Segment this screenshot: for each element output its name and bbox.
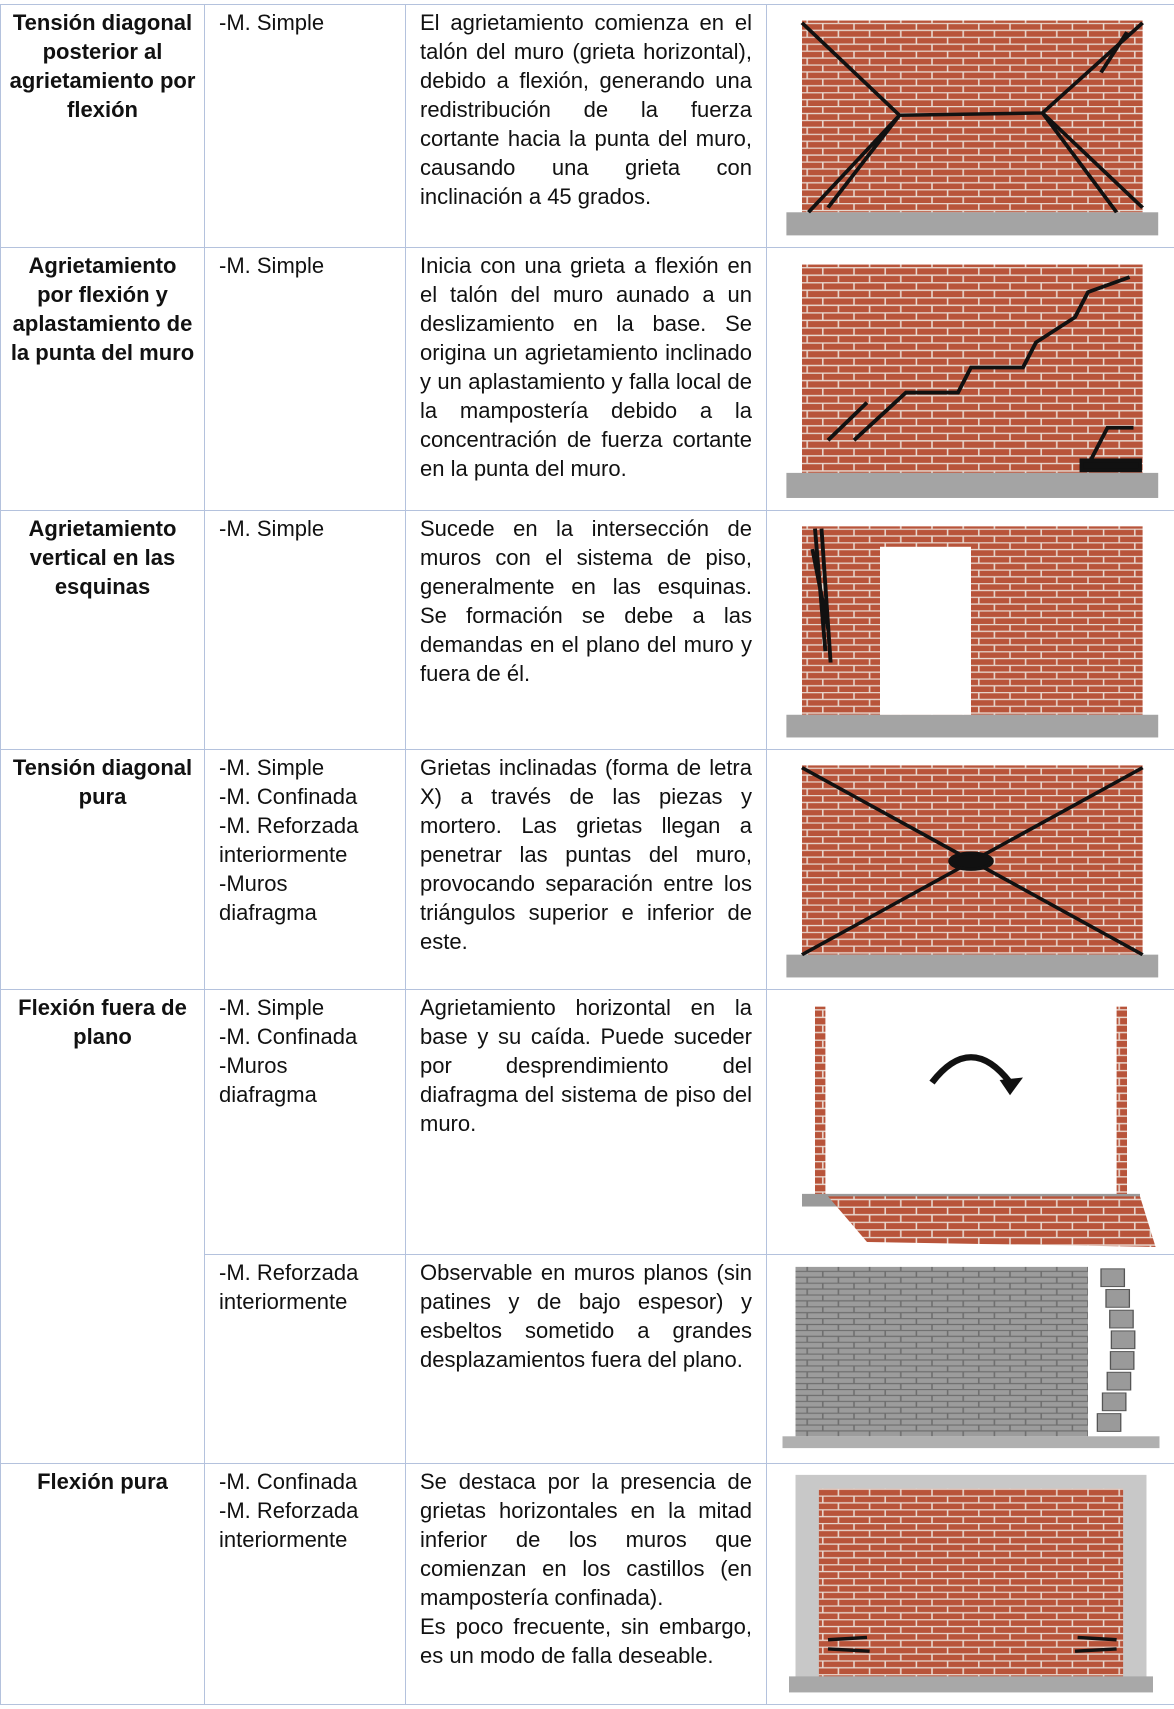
masonry-type: -M. Reforzada interiormente bbox=[219, 1258, 391, 1316]
table-row: Agrietamiento por flexión y aplastamient… bbox=[1, 248, 1174, 511]
illustration-cell bbox=[767, 1255, 1174, 1464]
failure-mode: Agrietamiento por flexión y aplastamient… bbox=[1, 248, 205, 511]
masonry-type: -M. Simple bbox=[219, 514, 391, 543]
failure-mode: Tensión diagonal posterior al agrietamie… bbox=[1, 5, 205, 248]
illustration-cell bbox=[767, 750, 1174, 990]
page: Tensión diagonal posterior al agrietamie… bbox=[0, 4, 1174, 1705]
masonry-types: -M. Simple-M. Confinada-M. Reforzada int… bbox=[205, 750, 406, 990]
masonry-type: -M. Confinada bbox=[219, 782, 391, 811]
masonry-type: -M. Reforzada interiormente bbox=[219, 1496, 391, 1554]
description-text: Grietas inclinadas (forma de letra X) a … bbox=[420, 753, 752, 956]
description: El agrietamiento comienza en el talón de… bbox=[406, 5, 767, 248]
table-row: Flexión fuera de plano-M. Simple-M. Conf… bbox=[1, 990, 1174, 1255]
description-text: Observable en muros planos (sin patines … bbox=[420, 1258, 752, 1374]
table-row: Tensión diagonal posterior al agrietamie… bbox=[1, 5, 1174, 248]
failure-mode: Tensión diagonal pura bbox=[1, 750, 205, 990]
masonry-type: -M. Reforzada interiormente bbox=[219, 811, 391, 869]
failure-table: Tensión diagonal posterior al agrietamie… bbox=[0, 4, 1174, 1705]
masonry-type: -M. Simple bbox=[219, 993, 391, 1022]
failure-mode: Agrietamiento vertical en las esquinas bbox=[1, 511, 205, 750]
wall-illustration bbox=[776, 1259, 1166, 1456]
description: Sucede en la intersección de muros con e… bbox=[406, 511, 767, 750]
illustration-cell bbox=[767, 511, 1174, 750]
illustration-cell bbox=[767, 1464, 1174, 1705]
illustration-cell bbox=[767, 5, 1174, 248]
masonry-type: -M. Simple bbox=[219, 753, 391, 782]
description: Agrietamiento horizontal en la base y su… bbox=[406, 990, 767, 1255]
description: Grietas inclinadas (forma de letra X) a … bbox=[406, 750, 767, 990]
wall-illustration bbox=[776, 754, 1166, 982]
masonry-type: -M. Confinada bbox=[219, 1467, 391, 1496]
masonry-types: -M. Simple-M. Confinada-Muros diafragma bbox=[205, 990, 406, 1255]
table-row: Agrietamiento vertical en las esquinas -M… bbox=[1, 511, 1174, 750]
wall-illustration bbox=[776, 515, 1166, 742]
wall-illustration bbox=[776, 9, 1166, 240]
description-text: Inicia con una grieta a flexión en el ta… bbox=[420, 251, 752, 483]
masonry-types: -M. Confinada-M. Reforzada interiormente bbox=[205, 1464, 406, 1705]
masonry-type: -M. Confinada bbox=[219, 1022, 391, 1051]
masonry-types: -M. Simple bbox=[205, 5, 406, 248]
description-text: Es poco frecuente, sin embargo, es un mo… bbox=[420, 1612, 752, 1670]
failure-mode: Flexión fuera de plano bbox=[1, 990, 205, 1464]
description: Inicia con una grieta a flexión en el ta… bbox=[406, 248, 767, 511]
description-text: Sucede en la intersección de muros con e… bbox=[420, 514, 752, 688]
masonry-types: -M. Simple bbox=[205, 511, 406, 750]
failure-mode: Flexión pura bbox=[1, 1464, 205, 1705]
description-text: Se destaca por la presencia de grietas h… bbox=[420, 1467, 752, 1612]
masonry-type: -M. Simple bbox=[219, 8, 391, 37]
wall-illustration bbox=[776, 994, 1166, 1247]
table-row: Flexión pura-M. Confinada-M. Reforzada i… bbox=[1, 1464, 1174, 1705]
illustration-cell bbox=[767, 248, 1174, 511]
description-text: Agrietamiento horizontal en la base y su… bbox=[420, 993, 752, 1138]
wall-illustration bbox=[776, 252, 1166, 503]
masonry-type: -M. Simple bbox=[219, 251, 391, 280]
masonry-type: -Muros diafragma bbox=[219, 1051, 391, 1109]
wall-illustration bbox=[776, 1468, 1166, 1697]
description: Observable en muros planos (sin patines … bbox=[406, 1255, 767, 1464]
illustration-cell bbox=[767, 990, 1174, 1255]
description: Se destaca por la presencia de grietas h… bbox=[406, 1464, 767, 1705]
masonry-type: -Muros diafragma bbox=[219, 869, 391, 927]
description-text: El agrietamiento comienza en el talón de… bbox=[420, 8, 752, 211]
masonry-types: -M. Simple bbox=[205, 248, 406, 511]
masonry-types: -M. Reforzada interiormente bbox=[205, 1255, 406, 1464]
table-row: Tensión diagonal pura-M. Simple-M. Confi… bbox=[1, 750, 1174, 990]
